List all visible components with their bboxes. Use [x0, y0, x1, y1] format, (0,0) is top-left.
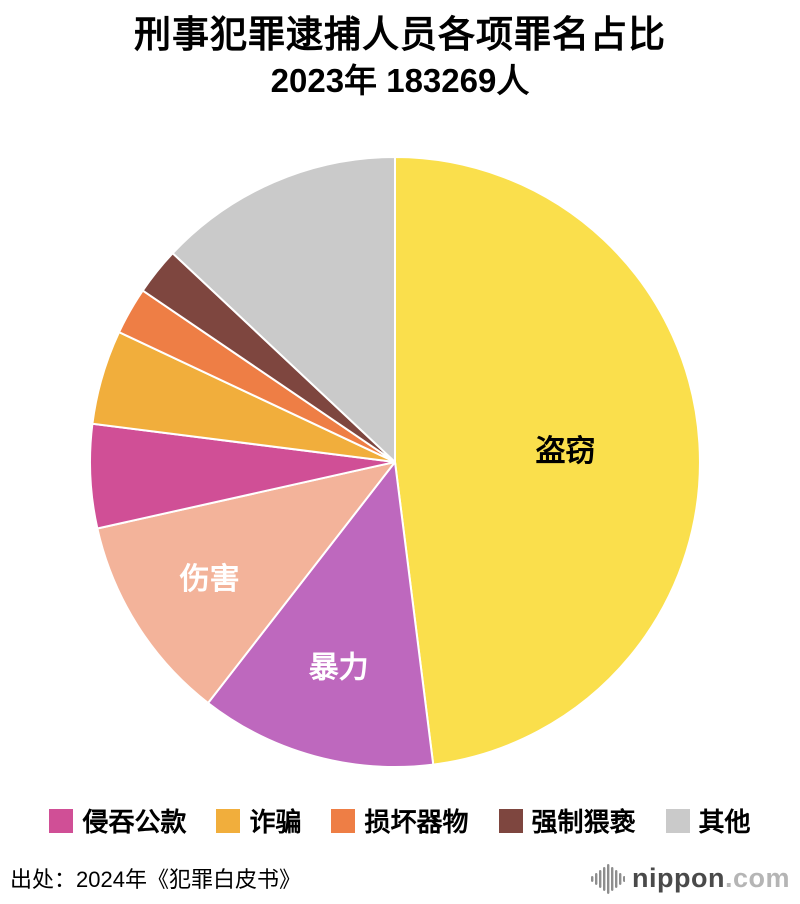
logo-nippon: nippon	[632, 863, 725, 893]
legend-swatch-indecency	[498, 808, 523, 833]
legend-item-indecency: 强制猥亵	[498, 802, 636, 839]
legend-label-fraud: 诈骗	[249, 807, 302, 837]
infographic: 刑事犯罪逮捕人员各项罪名占比 2023年 183269人 盗窃暴力 伤害 侵吞公款…	[0, 14, 800, 904]
legend: 侵吞公款 诈骗 损坏器物 强制猥亵 其他	[0, 802, 800, 839]
legend-item-other: 其他	[665, 802, 751, 839]
logo-wordmark: nippon.com	[632, 863, 790, 894]
legend-swatch-embezzlement	[49, 808, 74, 833]
legend-item-fraud: 诈骗	[216, 802, 301, 839]
pie-label-violence: 暴力	[309, 651, 369, 684]
footer: 出处：2024年《犯罪白皮书》 nippon.com	[0, 862, 800, 894]
legend-item-embezzlement: 侵吞公款	[49, 802, 186, 839]
legend-swatch-property-damage	[331, 808, 356, 833]
pie-slice-injury	[96, 461, 396, 704]
nippon-logo: nippon.com	[591, 863, 790, 894]
page-title: 刑事犯罪逮捕人员各项罪名占比	[134, 14, 666, 55]
source-text: 出处：2024年《犯罪白皮书》	[10, 867, 301, 892]
legend-item-property-damage: 损坏器物	[331, 802, 469, 839]
pie-slice-violence	[207, 461, 435, 768]
legend-label-embezzlement: 侵吞公款	[82, 807, 187, 837]
pie-slice-theft	[394, 156, 701, 766]
logo-com-suffix: .com	[724, 863, 790, 893]
legend-swatch-fraud	[216, 808, 241, 833]
legend-swatch-other	[665, 808, 690, 833]
pie-slice-other	[171, 156, 396, 463]
legend-label-indecency: 强制猥亵	[531, 807, 636, 837]
page-subtitle: 2023年 183269人	[270, 61, 530, 99]
legend-label-property-damage: 损坏器物	[364, 807, 469, 837]
soundwave-icon	[591, 863, 625, 894]
legend-label-other: 其他	[698, 807, 751, 837]
pie-label-theft: 盗窃	[536, 435, 596, 468]
pie-label-injury: 伤害	[179, 563, 240, 596]
